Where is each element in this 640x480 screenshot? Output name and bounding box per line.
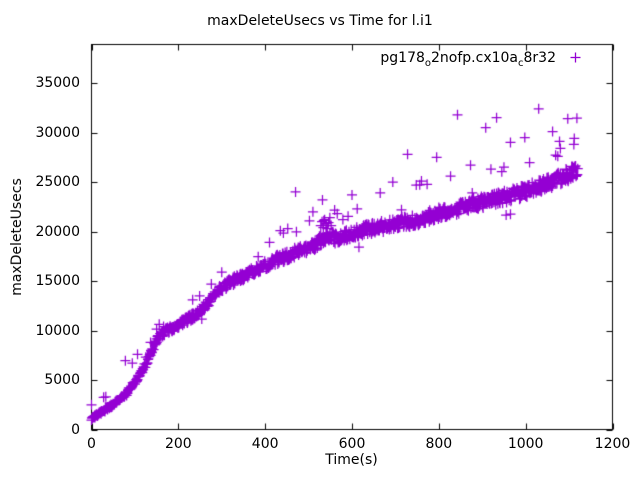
legend-label-text: pg178: [380, 50, 425, 66]
legend-label-subscript: c: [518, 57, 524, 69]
x-tick-label: 200: [164, 436, 192, 452]
y-tick-label: 35000: [35, 75, 80, 92]
chart-title: maxDeleteUsecs vs Time for l.i1: [207, 13, 433, 29]
legend-label-text: 8r32: [523, 50, 556, 66]
x-tick-label: 0: [87, 436, 96, 452]
x-tick-label: 800: [425, 436, 453, 452]
legend-label-text: 2nofp.cx10a: [431, 50, 519, 66]
x-axis-label: Time(s): [325, 452, 378, 468]
y-tick-label: 30000: [35, 124, 80, 141]
x-tick-label: 400: [251, 436, 279, 452]
y-tick-label: 0: [71, 421, 80, 438]
x-tick-label: 600: [338, 436, 366, 452]
legend-label-subscript: o: [424, 57, 432, 69]
legend-series-label: pg178o2nofp.cx10ac8r32: [380, 50, 556, 69]
y-tick-label: 25000: [35, 174, 80, 191]
y-tick-label: 20000: [35, 223, 80, 240]
x-tick-label: 1000: [507, 436, 544, 452]
y-tick-label: 15000: [35, 273, 80, 290]
x-tick-label: 1200: [594, 436, 631, 452]
legend-point-marker-icon: [570, 52, 581, 63]
y-tick-label: 10000: [35, 322, 80, 339]
y-tick-label: 5000: [44, 372, 80, 388]
